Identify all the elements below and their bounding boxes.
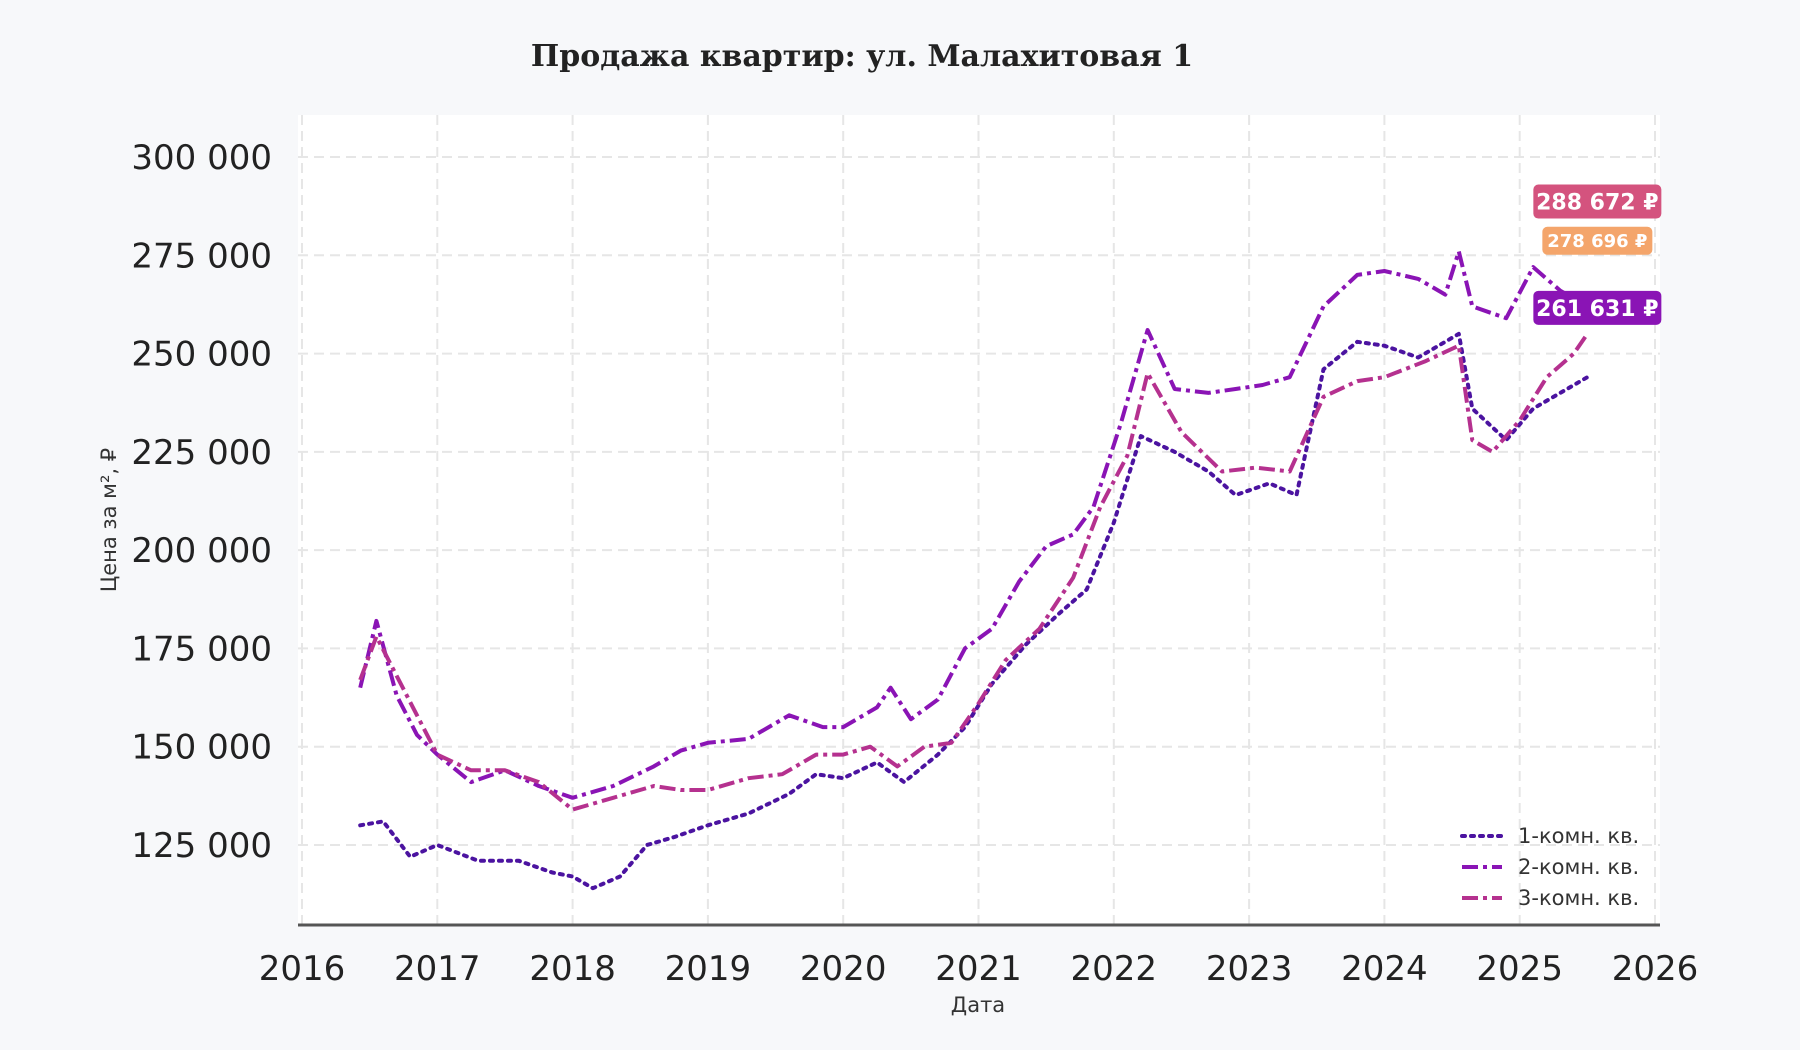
y-tick-label: 175 000 [131, 629, 272, 669]
x-tick-label: 2026 [1612, 949, 1699, 989]
y-tick-label: 250 000 [131, 335, 272, 375]
y-axis-label: Цена за м², ₽ [97, 448, 121, 592]
x-tick-label: 2024 [1341, 949, 1428, 989]
x-tick-label: 2017 [394, 949, 481, 989]
x-tick-label: 2016 [259, 949, 346, 989]
annotation-box [1542, 226, 1653, 255]
annotation-box [1533, 184, 1662, 219]
x-tick-label: 2018 [529, 949, 616, 989]
series-line-1 [358, 331, 1590, 891]
value-annotation: 288 672 ₽ [1533, 184, 1662, 219]
annotation-text: 261 631 ₽ [1536, 297, 1658, 322]
legend: 1-комн. кв. 2-комн. кв. 3-комн. кв. [1460, 824, 1639, 910]
series-line-3 [358, 332, 1589, 812]
x-tick-label: 2022 [1071, 949, 1158, 989]
series-line-2 [358, 249, 1589, 800]
legend-label: 3-комн. кв. [1518, 886, 1639, 910]
value-annotation: 261 631 ₽ [1533, 290, 1662, 325]
y-tick-label: 275 000 [131, 236, 272, 276]
x-tick-label: 2025 [1476, 949, 1563, 989]
y-tick-label: 125 000 [131, 826, 272, 866]
y-tick-labels: 125 000 150 000 175 000 200 000 225 000 250 0… [131, 138, 272, 866]
x-tick-labels: 2016 2017 2018 2019 2020 2021 2022 2023 2024 2025… [259, 949, 1699, 989]
x-tick-label: 2023 [1206, 949, 1293, 989]
legend-item: 3-комн. кв. [1462, 886, 1639, 910]
y-tick-label: 150 000 [131, 728, 272, 768]
y-tick-label: 200 000 [131, 531, 272, 571]
x-tick-label: 2019 [665, 949, 752, 989]
legend-label: 1-комн. кв. [1518, 824, 1639, 848]
x-tick-label: 2020 [800, 949, 887, 989]
x-axis-label: Дата [951, 993, 1005, 1017]
value-annotations: 288 672 ₽ 278 696 ₽ 261 631 ₽ [1533, 184, 1662, 325]
y-tick-label: 300 000 [131, 138, 272, 178]
annotation-text: 288 672 ₽ [1536, 190, 1658, 215]
chart-title: Продажа квартир: ул. Малахитовая 1 [531, 39, 1193, 74]
legend-item: 2-комн. кв. [1462, 855, 1639, 879]
legend-label: 2-комн. кв. [1518, 855, 1639, 879]
annotation-text: 278 696 ₽ [1547, 231, 1647, 252]
x-tick-label: 2021 [935, 949, 1022, 989]
value-annotation: 278 696 ₽ [1542, 226, 1653, 255]
y-tick-label: 225 000 [131, 433, 272, 473]
annotation-box [1533, 290, 1662, 325]
series-group [358, 249, 1590, 891]
legend-item: 1-комн. кв. [1460, 824, 1639, 848]
